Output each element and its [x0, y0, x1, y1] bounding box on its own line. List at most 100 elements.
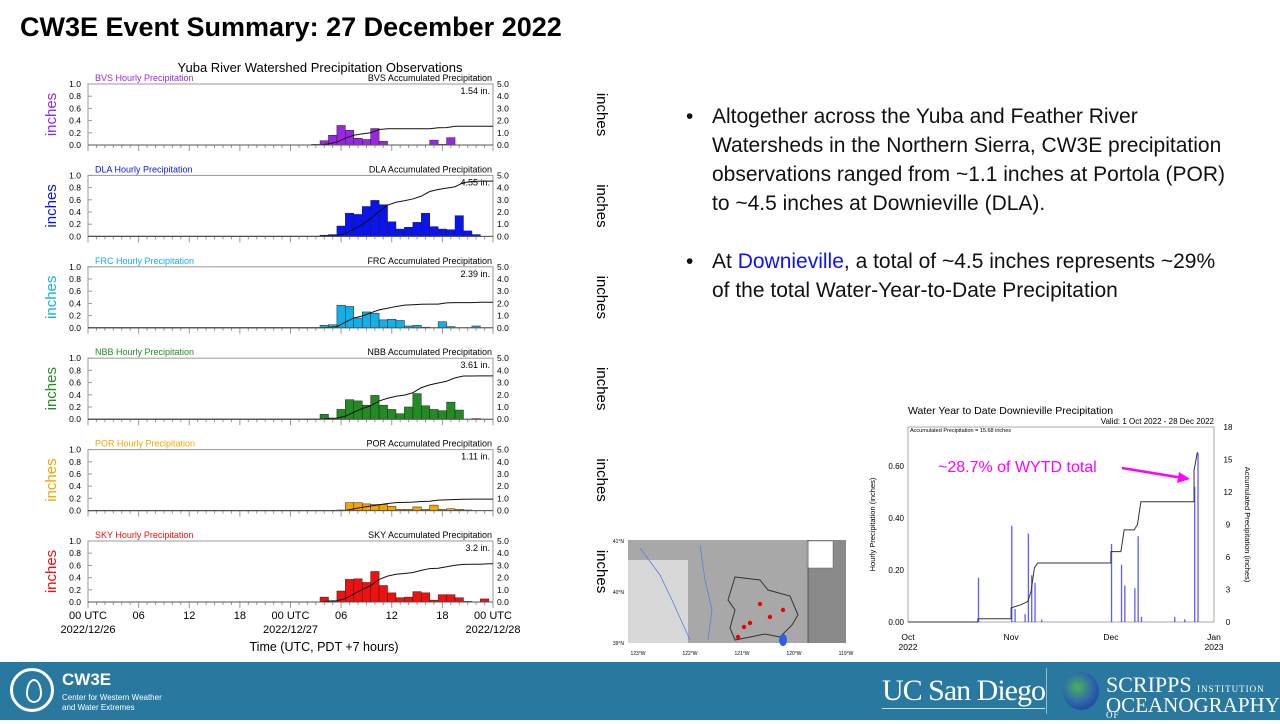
scripps-small: INSTITUTION OF [1106, 684, 1265, 720]
x-axis-label: Time (UTC, PDT +7 hours) [250, 640, 399, 654]
left-tick-label: 0.8 [69, 183, 81, 193]
x-tick-label: 18 [436, 610, 448, 622]
station-marker [757, 601, 763, 607]
wytd-right-tick: 15 [1224, 456, 1233, 465]
bullet-item: • Altogether across the Yuba and Feather … [686, 102, 1226, 218]
hourly-bar [446, 229, 456, 237]
right-tick-label: 2.0 [497, 390, 509, 400]
right-tick-label: 1.0 [497, 402, 509, 412]
right-axis-label: inches [593, 458, 610, 501]
hourly-bar [437, 594, 447, 603]
x-tick-label: 00 UTC [69, 610, 107, 622]
callout-arrowhead-icon [1177, 472, 1190, 483]
hourly-bar [454, 409, 464, 420]
figure-title: Yuba River Watershed Precipitation Obser… [178, 60, 463, 75]
right-tick-label: 0.0 [497, 597, 509, 607]
right-tick-label: 3.0 [497, 103, 509, 113]
x-tick-label: 12 [386, 610, 398, 622]
hourly-bar [353, 502, 363, 511]
wytd-hourly-bar [1031, 575, 1033, 622]
logo-divider [1046, 668, 1047, 714]
hourly-bar [437, 321, 447, 329]
left-tick-label: 0.8 [69, 548, 81, 558]
wytd-left-tick: 0.60 [888, 462, 904, 471]
hourly-bar [370, 571, 380, 603]
hourly-title: DLA Hourly Precipitation [95, 164, 193, 174]
left-tick-label: 0.4 [69, 573, 81, 583]
bullet-list: • Altogether across the Yuba and Feather … [686, 102, 1226, 334]
right-tick-label: 2.0 [497, 116, 509, 126]
hourly-bar [387, 409, 397, 420]
right-tick-label: 1.0 [497, 493, 509, 503]
x-tick-label: 06 [335, 610, 347, 622]
x-tick-label: 12 [183, 610, 195, 622]
left-tick-label: 0.2 [69, 128, 81, 138]
right-tick-label: 4.0 [497, 548, 509, 558]
downieville-link[interactable]: Downieville [737, 250, 844, 273]
hourly-bar [361, 582, 371, 603]
left-tick-label: 1.0 [69, 536, 81, 546]
wytd-x-tick-year: 2023 [1205, 642, 1224, 652]
left-tick-label: 1.0 [69, 262, 81, 272]
right-tick-label: 5.0 [497, 79, 509, 89]
right-tick-label: 1.0 [497, 585, 509, 595]
hourly-title: SKY Hourly Precipitation [95, 530, 193, 540]
hourly-bar [395, 597, 405, 603]
wytd-subtitle: Valid: 1 Oct 2022 - 28 Dec 2022 [1101, 417, 1215, 426]
wytd-x-tick: Dec [1103, 632, 1119, 642]
hourly-bar [463, 230, 473, 237]
right-axis-label: inches [593, 276, 610, 319]
left-axis-label: inches [43, 184, 60, 227]
left-tick-label: 0.2 [69, 219, 81, 229]
callout-arrow-shaft [1121, 466, 1184, 480]
hourly-bar [387, 319, 397, 329]
wytd-right-tick: 12 [1224, 488, 1233, 497]
left-tick-label: 0.8 [69, 365, 81, 375]
accum-total: 4.55 in. [460, 177, 490, 187]
wytd-title: Water Year to Date Downieville Precipita… [908, 405, 1113, 417]
accum-title: BVS Accumulated Precipitation [368, 73, 492, 83]
hourly-bar [378, 141, 388, 146]
hourly-bar [412, 591, 422, 603]
wytd-left-tick: 0.20 [888, 566, 904, 575]
wytd-hourly-bar [1027, 533, 1030, 622]
accum-line [88, 498, 493, 512]
left-tick-label: 0.4 [69, 207, 81, 217]
bullet-item: • At Downieville, a total of ~4.5 inches … [686, 247, 1226, 305]
x-tick-date: 2022/12/26 [60, 624, 115, 636]
right-tick-label: 0.0 [497, 140, 509, 150]
right-tick-label: 4.0 [497, 457, 509, 467]
left-tick-label: 0.6 [69, 560, 81, 570]
cw3e-logo-icon [10, 668, 54, 712]
accum-total: 2.39 in. [460, 269, 490, 279]
right-tick-label: 3.0 [497, 286, 509, 296]
wytd-left-tick: 0.40 [888, 514, 904, 523]
left-tick-label: 0.8 [69, 457, 81, 467]
wytd-right-tick: 9 [1226, 521, 1231, 530]
left-tick-label: 0.0 [69, 414, 81, 424]
hourly-bar [412, 393, 422, 420]
left-tick-label: 0.6 [69, 286, 81, 296]
hourly-bar [404, 596, 414, 603]
left-tick-label: 0.4 [69, 481, 81, 491]
hourly-bar [378, 504, 388, 511]
left-tick-label: 0.6 [69, 469, 81, 479]
hourly-bar [345, 399, 355, 420]
accum-total: 3.61 in. [460, 360, 490, 370]
panel-dla: DLA Hourly Precipitation DLA Accumulated … [43, 164, 610, 243]
accum-total: 1.54 in. [460, 86, 490, 96]
accum-total: 1.11 in. [461, 452, 490, 462]
left-tick-label: 0.2 [69, 585, 81, 595]
x-tick-label: 06 [133, 610, 145, 622]
hourly-bar [336, 125, 346, 146]
wytd-right-tick: 0 [1226, 618, 1231, 627]
panel-por: POR Hourly Precipitation POR Accumulated … [43, 439, 610, 517]
hourly-bar [437, 410, 447, 420]
panel-frc: FRC Hourly Precipitation FRC Accumulated … [43, 256, 610, 334]
lat-label: 40°N [613, 590, 625, 596]
hourly-bar [378, 404, 388, 420]
lon-label: 122°W [682, 651, 697, 657]
right-tick-label: 1.0 [497, 128, 509, 138]
cw3e-logo-subtitle: and Water Extremes [62, 703, 135, 712]
bullet-text-pre: At [712, 250, 738, 273]
